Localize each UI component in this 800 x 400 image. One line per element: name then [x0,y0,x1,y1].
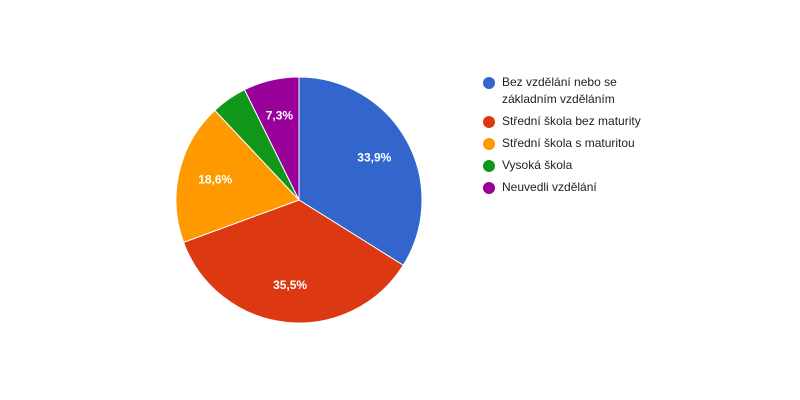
legend-item: Střední škola bez maturity [483,113,653,130]
slice-label: 33,9% [357,150,391,164]
pie-slice [298,76,423,266]
legend-marker [483,138,495,150]
legend-label: Střední škola bez maturity [502,114,641,128]
legend-marker [483,77,495,89]
legend-item: Vysoká škola [483,157,653,174]
pie-slice [243,76,300,201]
legend: Bez vzdělání nebo se základním vzděláním… [483,74,653,201]
legend-marker [483,182,495,194]
legend-label: Bez vzdělání nebo se základním vzděláním [502,75,617,106]
pie-slice [182,199,404,324]
legend-label: Neuvedli vzdělání [502,180,597,194]
slice-label: 7,3% [266,108,294,122]
legend-label: Střední škola s maturitou [502,136,635,150]
legend-item: Bez vzdělání nebo se základním vzděláním [483,74,653,108]
pie-slice [175,109,300,244]
slice-label: 35,5% [273,278,307,292]
legend-item: Neuvedli vzdělání [483,179,653,196]
legend-marker [483,116,495,128]
legend-item: Střední škola s maturitou [483,135,653,152]
legend-label: Vysoká škola [502,158,573,172]
slice-label: 18,6% [198,172,232,186]
legend-marker [483,160,495,172]
